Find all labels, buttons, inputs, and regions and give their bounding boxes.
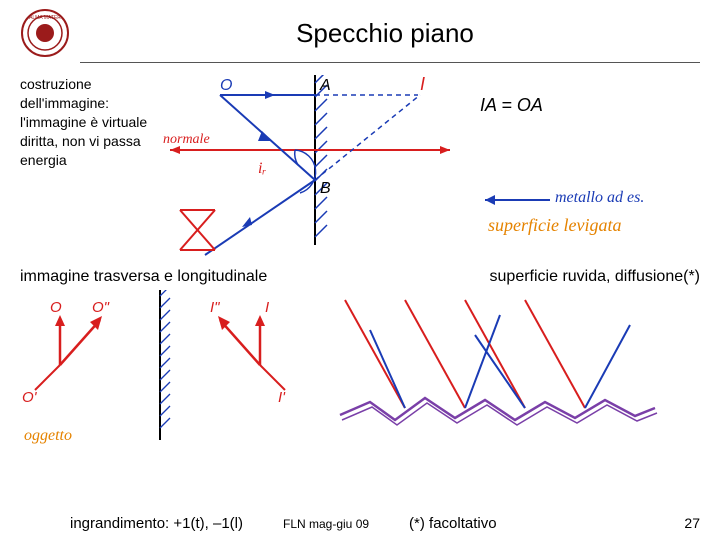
annotation-superficie: superficie levigata bbox=[488, 215, 621, 236]
formula-and-annotations: IA = OA metallo ad es. superficie leviga… bbox=[470, 75, 690, 260]
svg-text:iᵣ: iᵣ bbox=[258, 160, 266, 177]
subheading-right: superficie ruvida, diffusione(*) bbox=[490, 268, 700, 286]
subheading-left: immagine trasversa e longitudinale bbox=[20, 268, 267, 286]
svg-text:A: A bbox=[319, 77, 331, 94]
slide-title: Specchio piano bbox=[70, 18, 700, 49]
svg-text:I': I' bbox=[278, 389, 286, 406]
svg-text:normale: normale bbox=[163, 132, 210, 147]
svg-text:O: O bbox=[220, 77, 232, 94]
footer-center-text: FLN mag-giu 09 bbox=[283, 517, 369, 531]
svg-text:O: O bbox=[50, 299, 62, 316]
svg-text:ALMA MATER: ALMA MATER bbox=[29, 15, 61, 21]
svg-text:I: I bbox=[265, 299, 269, 316]
rough-surface-diffusion-diagram bbox=[330, 290, 660, 450]
university-logo-icon: ALMA MATER bbox=[20, 8, 70, 58]
transverse-longitudinal-diagram: O O" O' I I" I' oggetto bbox=[20, 290, 300, 450]
footnote-text: (*) facoltativo bbox=[409, 515, 497, 532]
magnification-text: ingrandimento: +1(t), –1(l) bbox=[70, 515, 243, 532]
svg-text:I: I bbox=[420, 75, 425, 94]
annotation-metallo: metallo ad es. bbox=[555, 189, 644, 207]
svg-text:O': O' bbox=[22, 389, 38, 406]
page-number: 27 bbox=[684, 515, 700, 531]
svg-text:B: B bbox=[320, 180, 331, 197]
svg-text:I": I" bbox=[210, 299, 220, 316]
mirror-main-diagram: O A I B normale iᵣ bbox=[160, 75, 460, 260]
svg-text:O": O" bbox=[92, 299, 110, 316]
construction-description: costruzione dell'immagine: l'immagine è … bbox=[20, 75, 150, 260]
svg-text:oggetto: oggetto bbox=[24, 427, 72, 444]
